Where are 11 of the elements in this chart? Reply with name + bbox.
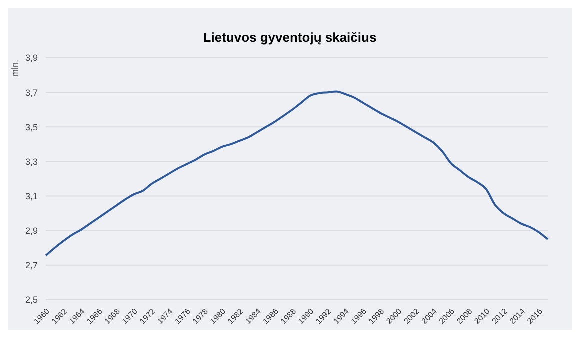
y-tick-label: 3,7 (25, 88, 38, 98)
y-axis-title: mln. (10, 60, 20, 78)
y-tick-label: 3,3 (25, 156, 38, 167)
y-tick-label: 2,5 (25, 295, 38, 306)
chart-title: Lietuvos gyventojų skaičius (202, 29, 378, 47)
y-tick-label: 2,9 (25, 226, 38, 236)
y-tick-label: 3,9 (25, 53, 38, 64)
line-series (45, 90, 549, 257)
y-tick-label: 3,1 (25, 191, 38, 202)
y-tick-label: 2,7 (25, 260, 38, 271)
y-tick-label: 3,5 (25, 122, 38, 132)
